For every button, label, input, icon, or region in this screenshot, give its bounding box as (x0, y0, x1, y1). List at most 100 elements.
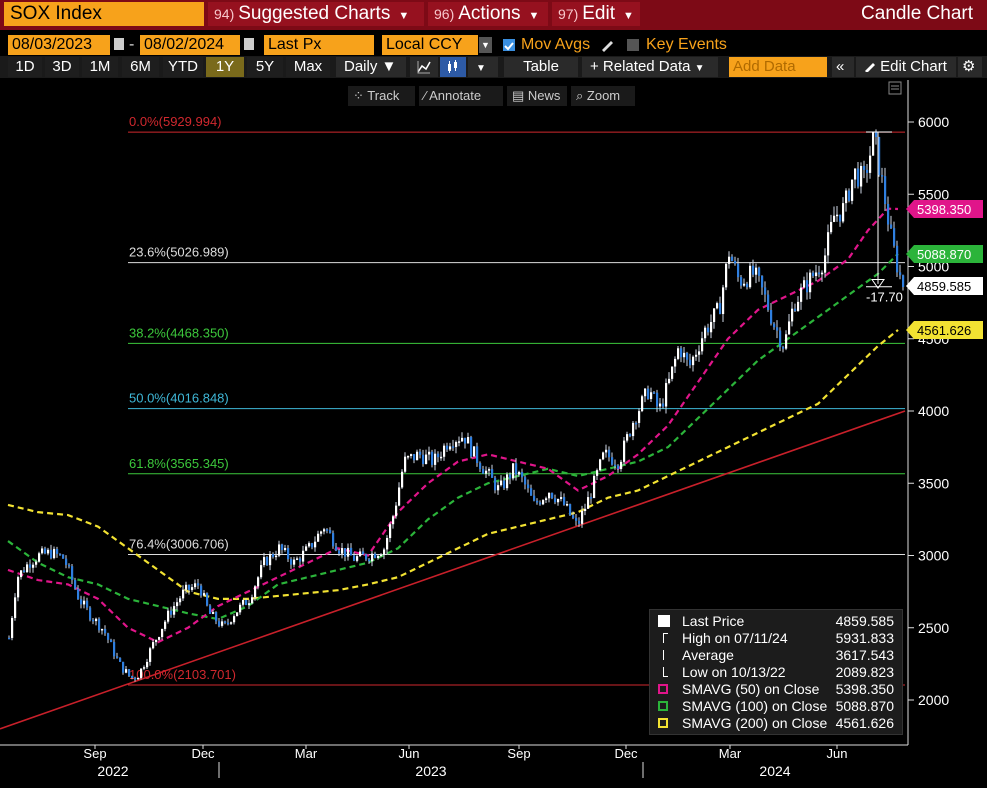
expand-icon[interactable] (888, 81, 902, 95)
price-field-select[interactable]: Last Px (264, 35, 374, 55)
price-tag-label: 5088.870 (917, 247, 971, 262)
candle-body (50, 549, 53, 559)
price-tag (906, 200, 983, 218)
candle-body (467, 437, 470, 444)
legend-row: High on 07/11/24 5931.833 (656, 630, 898, 647)
candle-body (542, 500, 545, 505)
candle-body (185, 584, 188, 590)
candle-body (584, 508, 587, 511)
candle-body (335, 546, 338, 551)
add-data-input[interactable]: Add Data (729, 57, 827, 77)
candle-body (479, 463, 482, 470)
y-tick-label: 2500 (918, 620, 949, 636)
end-date-field[interactable]: 08/02/2024 (140, 35, 240, 55)
candle-body (266, 557, 269, 566)
edit-chart-button[interactable]: Edit Chart (856, 57, 956, 77)
menu-actions[interactable]: 96) Actions ▼ (428, 2, 548, 26)
candle-body (704, 327, 707, 339)
candle-body (137, 677, 140, 680)
gear-icon[interactable]: ⚙ (958, 57, 982, 77)
key-events-checkbox[interactable] (627, 39, 639, 51)
candle-body (497, 485, 500, 491)
candle-chart-icon[interactable] (440, 57, 466, 77)
mov-avgs-checkbox[interactable] (503, 39, 515, 51)
candle-body (719, 303, 722, 315)
candle-body (557, 498, 560, 503)
candle-body (269, 554, 272, 566)
candle-body (359, 551, 362, 557)
ticker-field[interactable]: SOX Index (4, 2, 204, 26)
menu-edit[interactable]: 97) Edit ▼ (552, 2, 640, 26)
candle-body (83, 600, 86, 605)
zoom-button[interactable]: ⌕ Zoom (571, 86, 635, 106)
y-tick-label: 3000 (918, 548, 949, 564)
candle-body (44, 548, 47, 554)
candle-body (62, 554, 65, 559)
period-button-1m[interactable]: 1M (82, 57, 118, 77)
candle-body (845, 190, 848, 204)
frequency-select[interactable]: Daily ▼ (336, 57, 406, 77)
candle-body (650, 392, 653, 399)
track-button[interactable]: ⁘ Track (348, 86, 415, 106)
candle-body (869, 155, 872, 173)
candle-body (488, 469, 491, 471)
candle-body (788, 321, 791, 335)
candle-body (902, 275, 905, 287)
period-button-max[interactable]: Max (286, 57, 330, 77)
candle-body (455, 442, 458, 447)
candle-body (116, 656, 119, 658)
candle-body (383, 549, 386, 555)
candle-body (389, 524, 392, 538)
period-button-6m[interactable]: 6M (122, 57, 159, 77)
candle-body (410, 454, 413, 457)
period-button-ytd[interactable]: YTD (163, 57, 203, 77)
candle-body (734, 260, 737, 264)
line-chart-icon[interactable] (410, 57, 438, 77)
candle-body (530, 488, 533, 496)
collapse-icon[interactable]: « (832, 57, 854, 77)
candle-body (179, 598, 182, 603)
candle-body (578, 520, 581, 524)
checkmark-icon (504, 42, 514, 51)
candle-body (569, 504, 572, 516)
start-date-field[interactable]: 08/03/2023 (8, 35, 110, 55)
pencil-icon[interactable] (599, 37, 615, 58)
menu-suggested-charts[interactable]: 94) Suggested Charts ▼ (208, 2, 424, 26)
chart-type-dropdown-icon[interactable]: ▼ (468, 57, 498, 77)
candle-body (344, 548, 347, 557)
drawdown-arrow (871, 279, 885, 290)
legend-value: 4561.626 (835, 715, 894, 731)
period-button-3d[interactable]: 3D (45, 57, 79, 77)
x-tick-label: Sep (83, 746, 106, 761)
calendar-icon[interactable] (114, 38, 124, 50)
related-data-button[interactable]: + Related Data ▼ (582, 57, 718, 77)
candle-body (68, 564, 71, 567)
period-button-5y[interactable]: 5Y (247, 57, 283, 77)
currency-select[interactable]: Local CCY (382, 35, 478, 55)
period-button-1d[interactable]: 1D (8, 57, 42, 77)
candle-body (254, 586, 257, 598)
currency-dropdown-icon[interactable]: ▼ (479, 37, 492, 53)
candle-body (797, 301, 800, 311)
news-button[interactable]: ▤ News (507, 86, 567, 106)
candle-body (113, 642, 116, 657)
candle-body (602, 452, 605, 460)
candle-body (608, 449, 611, 458)
candle-body (710, 322, 713, 333)
candle-body (203, 593, 206, 596)
candle-body (176, 602, 179, 607)
price-tag-label: 4859.585 (917, 279, 971, 294)
menu-label: Suggested Charts (238, 3, 391, 24)
candle-body (80, 599, 83, 605)
candle-body (191, 587, 194, 590)
period-button-1y[interactable]: 1Y (206, 57, 244, 77)
candle-body (596, 470, 599, 476)
annotate-button[interactable]: ∕ Annotate (419, 86, 503, 106)
table-button[interactable]: Table (504, 57, 578, 77)
candle-body (839, 214, 842, 222)
calendar-icon[interactable] (244, 38, 254, 50)
legend-row: Average 3617.543 (656, 647, 898, 664)
candle-body (281, 544, 284, 551)
sma200-line (7, 329, 899, 600)
